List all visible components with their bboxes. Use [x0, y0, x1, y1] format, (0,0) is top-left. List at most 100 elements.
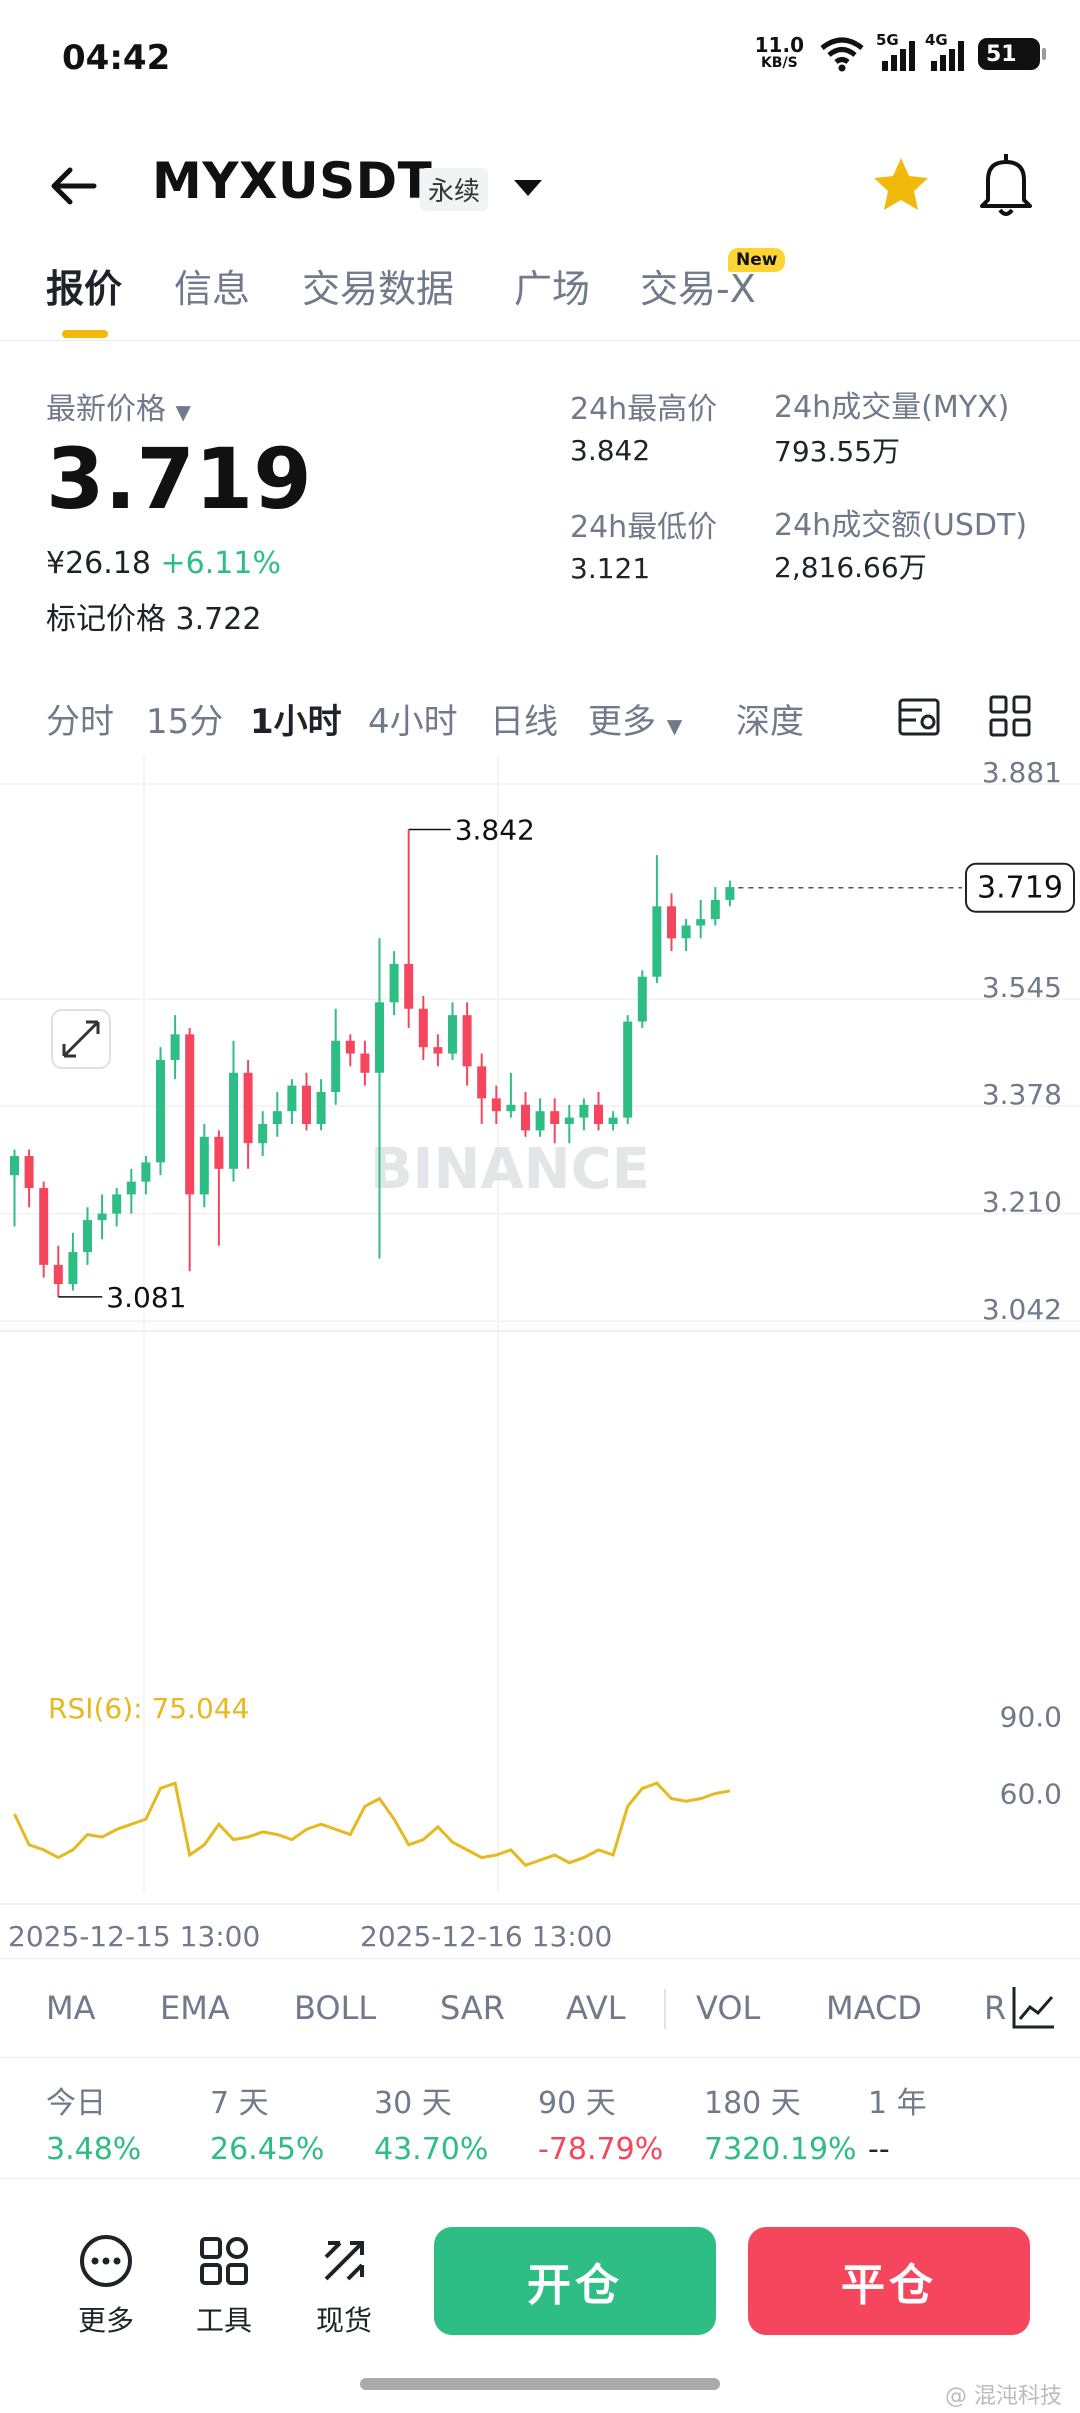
time-axis-label: 2025-12-16 13:00: [360, 1920, 612, 1953]
indicator-tabs: MA EMA BOLL SAR AVL VOL MACD R: [0, 1958, 1080, 2058]
status-icons: 11.0 KB/S 5G 4G 51: [755, 31, 1046, 72]
candle-body: [331, 1040, 341, 1092]
candle-body: [97, 1213, 107, 1221]
indicator-avl[interactable]: AVL: [566, 1989, 626, 2027]
interval-4h[interactable]: 4小时: [368, 702, 458, 742]
performance-item: 7 天 26.45%: [210, 2078, 324, 2167]
candle-body: [302, 1085, 311, 1124]
indicator-boll[interactable]: BOLL: [294, 1989, 377, 2027]
candle-body: [681, 925, 691, 939]
indicator-settings-icon[interactable]: [1008, 1983, 1058, 2033]
watermark-text: @ 混沌科技: [945, 2384, 1062, 2409]
indicator-macd[interactable]: MACD: [826, 1989, 922, 2027]
performance-item: 180 天 7320.19%: [704, 2078, 857, 2167]
candle-body: [521, 1104, 530, 1131]
tools-button[interactable]: 工具: [174, 2233, 274, 2339]
price-axis-label: 3.042: [982, 1293, 1062, 1326]
rsi-axis-label: 60.0: [1000, 1778, 1062, 1811]
low-value: 3.121: [570, 552, 651, 585]
candle-body: [24, 1156, 34, 1189]
tab-trade-x[interactable]: 交易-X: [640, 267, 756, 311]
tab-square[interactable]: 广场: [514, 267, 591, 311]
battery-icon: 51: [978, 38, 1046, 70]
spot-button[interactable]: 现货: [294, 2233, 394, 2339]
amount-value: 2,816.66万: [774, 551, 927, 584]
interval-1h[interactable]: 1小时: [250, 702, 342, 742]
time-axis-label: 2025-12-15 13:00: [8, 1920, 260, 1953]
bell-icon[interactable]: [974, 150, 1038, 220]
home-indicator[interactable]: [360, 2378, 720, 2390]
indicator-ma[interactable]: MA: [46, 1989, 96, 2027]
interval-15m[interactable]: 15分: [146, 702, 224, 742]
interval-1d[interactable]: 日线: [490, 702, 558, 742]
chevron-down-icon[interactable]: [514, 180, 542, 196]
performance-value: 7320.19%: [704, 2132, 857, 2167]
new-badge: New: [728, 248, 786, 272]
indicator-rsi[interactable]: R: [984, 1989, 1007, 2027]
chart-settings-icon[interactable]: [896, 694, 942, 740]
expand-chart-icon: [51, 1009, 111, 1069]
price-axis-label: 3.378: [982, 1078, 1062, 1111]
symbol-title[interactable]: MYXUSDT: [152, 152, 433, 210]
indicator-sar[interactable]: SAR: [440, 1989, 506, 2027]
back-arrow-icon[interactable]: [46, 158, 102, 214]
tab-info[interactable]: 信息: [174, 267, 251, 311]
candle-body: [491, 1098, 501, 1112]
interval-timeline[interactable]: 分时: [46, 702, 114, 742]
volume-label: 24h成交量(MYX): [774, 390, 1010, 425]
price-axis-label: 3.545: [982, 971, 1062, 1004]
candle-body: [214, 1136, 224, 1169]
wifi-icon: [820, 37, 864, 72]
status-bar: 04:42 11.0 KB/S 5G 4G 51: [0, 0, 1080, 120]
last-price-label[interactable]: 最新价格 ▼: [46, 392, 191, 427]
performance-value: 26.45%: [210, 2132, 325, 2167]
grid-layout-icon[interactable]: [988, 694, 1032, 738]
candle-body: [39, 1188, 49, 1265]
candle-body: [287, 1085, 297, 1112]
performance-item: 30 天 43.70%: [374, 2078, 488, 2167]
candle-body: [53, 1264, 63, 1285]
candle-body: [608, 1117, 618, 1124]
candle-body: [579, 1104, 589, 1118]
candle-body: [360, 1053, 370, 1073]
favorite-star-icon[interactable]: [868, 152, 934, 218]
signal-5g-icon: 5G: [876, 31, 915, 71]
contract-type-badge: 永续: [420, 168, 489, 211]
last-price-tag-text: 3.719: [977, 871, 1063, 906]
candle-body: [404, 963, 414, 1009]
open-position-button[interactable]: 开仓: [434, 2227, 716, 2335]
candle-body: [199, 1136, 209, 1195]
close-position-button[interactable]: 平仓: [748, 2227, 1030, 2335]
candle-body: [506, 1104, 516, 1112]
performance-label: 90 天: [538, 2086, 616, 2121]
candle-body: [696, 919, 706, 926]
low-marker-label: 3.081: [106, 1281, 186, 1314]
candle-body: [375, 1002, 384, 1073]
interval-more[interactable]: 更多 ▼: [588, 702, 683, 742]
candle-body: [185, 1034, 195, 1195]
more-dots-icon: [80, 2235, 132, 2287]
performance-label: 7 天: [210, 2086, 269, 2121]
candle-body: [448, 1015, 457, 1054]
more-button[interactable]: 更多: [56, 2233, 156, 2339]
candle-body: [725, 887, 735, 900]
rsi-line: [13, 1781, 731, 1867]
bottom-action-bar: 更多 工具 现货 开仓 平仓: [0, 2178, 1080, 2413]
tab-quote[interactable]: 报价: [46, 267, 123, 311]
high-label: 24h最高价: [570, 392, 718, 427]
indicator-ema[interactable]: EMA: [160, 1989, 230, 2027]
indicator-divider: [664, 1989, 666, 2029]
performance-item: 今日 3.48%: [46, 2078, 141, 2167]
top-header: MYXUSDT 永续: [0, 130, 1080, 240]
candle-body: [10, 1156, 19, 1176]
mark-price: 标记价格 3.722: [46, 602, 262, 637]
candle-body: [652, 906, 662, 977]
interval-depth[interactable]: 深度: [736, 702, 804, 742]
indicator-vol[interactable]: VOL: [696, 1989, 761, 2027]
swap-arrows-icon: [324, 2241, 364, 2281]
tab-trade-data[interactable]: 交易数据: [302, 267, 455, 311]
rsi-axis-label: 90.0: [1000, 1701, 1062, 1734]
cny-price: ¥26.18 +6.11%: [46, 546, 281, 581]
clock: 04:42: [62, 38, 171, 78]
